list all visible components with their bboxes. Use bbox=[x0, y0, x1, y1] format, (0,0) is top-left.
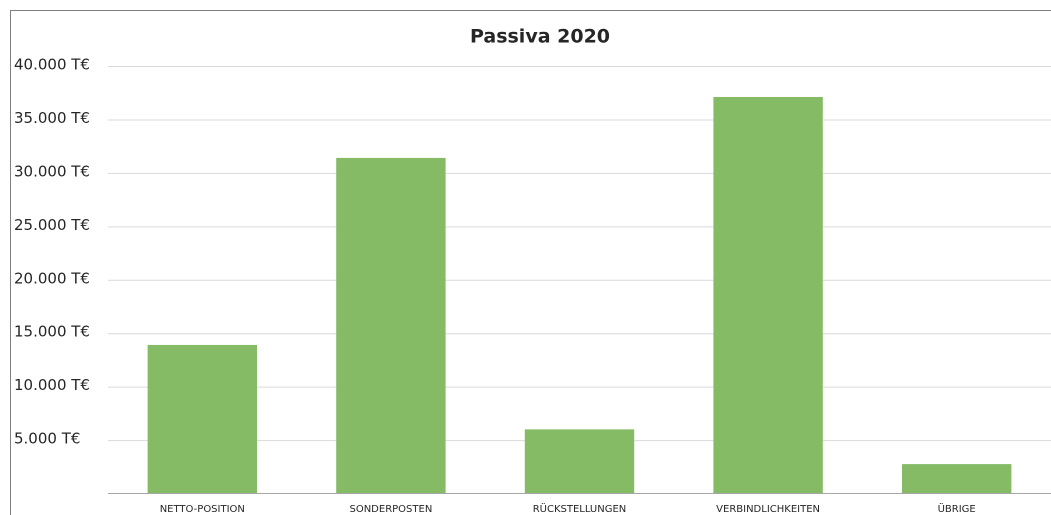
chart-title: Passiva 2020 bbox=[470, 26, 610, 48]
x-tick-label: SONDERPOSTEN bbox=[349, 504, 432, 515]
y-tick-label: 35.000 T€ bbox=[14, 109, 90, 127]
x-tick-label: ÜBRIGE bbox=[938, 502, 976, 515]
y-tick-label: 40.000 T€ bbox=[14, 56, 90, 74]
x-tick-label: VERBINDLICHKEITEN bbox=[716, 504, 820, 515]
bar bbox=[336, 157, 446, 494]
chart-border bbox=[10, 10, 1051, 515]
y-tick-label: 5.000 T€ bbox=[14, 430, 80, 448]
bar bbox=[524, 429, 635, 494]
bar bbox=[147, 344, 257, 494]
y-tick-label: 10.000 T€ bbox=[14, 376, 90, 394]
y-tick-label: 15.000 T€ bbox=[14, 323, 90, 341]
x-tick-label: RÜCKSTELLUNGEN bbox=[533, 502, 627, 515]
bar bbox=[713, 96, 823, 494]
y-tick-label: 25.000 T€ bbox=[14, 216, 90, 234]
y-tick-label: 30.000 T€ bbox=[14, 162, 90, 180]
bar bbox=[902, 464, 1012, 494]
x-tick-label: NETTO-POSITION bbox=[160, 504, 245, 515]
y-tick-label: 20.000 T€ bbox=[14, 269, 90, 287]
